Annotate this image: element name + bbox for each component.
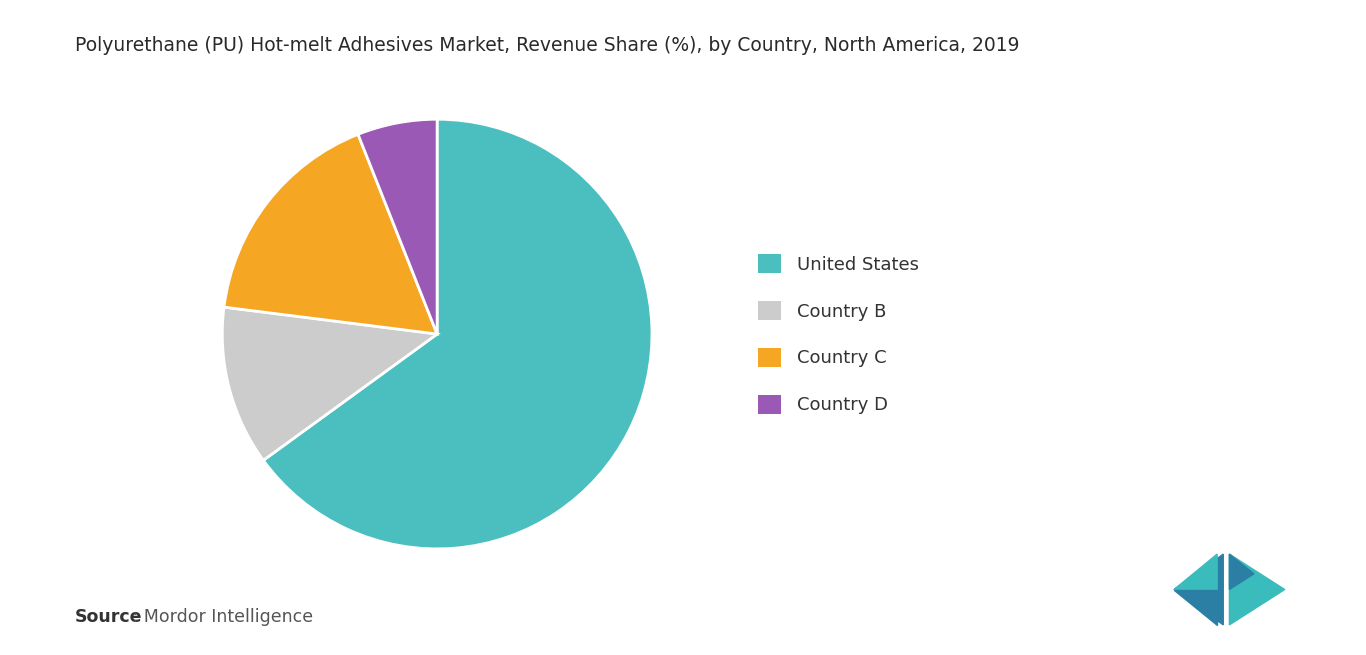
Polygon shape xyxy=(1229,554,1284,625)
Polygon shape xyxy=(1175,554,1217,590)
Legend: United States, Country B, Country C, Country D: United States, Country B, Country C, Cou… xyxy=(758,253,919,415)
Polygon shape xyxy=(1175,590,1217,625)
Text: Source: Source xyxy=(75,608,142,626)
Polygon shape xyxy=(1229,554,1254,590)
Wedge shape xyxy=(224,134,437,334)
Text: : Mordor Intelligence: : Mordor Intelligence xyxy=(127,608,313,626)
Wedge shape xyxy=(358,119,437,334)
Wedge shape xyxy=(264,119,652,549)
Text: Polyurethane (PU) Hot-melt Adhesives Market, Revenue Share (%), by Country, Nort: Polyurethane (PU) Hot-melt Adhesives Mar… xyxy=(75,36,1019,55)
Polygon shape xyxy=(1175,554,1224,625)
Wedge shape xyxy=(223,307,437,460)
